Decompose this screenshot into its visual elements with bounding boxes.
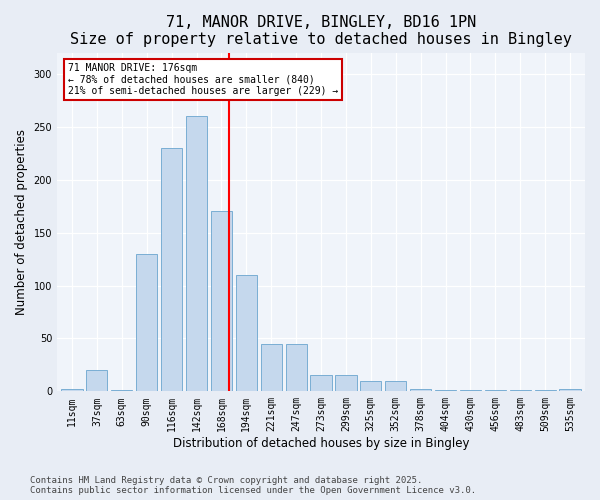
- Bar: [286, 344, 307, 392]
- Y-axis label: Number of detached properties: Number of detached properties: [15, 129, 28, 315]
- Bar: [260, 344, 282, 392]
- Text: 71 MANOR DRIVE: 176sqm
← 78% of detached houses are smaller (840)
21% of semi-de: 71 MANOR DRIVE: 176sqm ← 78% of detached…: [68, 63, 338, 96]
- Bar: [410, 389, 431, 392]
- Bar: [310, 376, 332, 392]
- Text: Contains HM Land Registry data © Crown copyright and database right 2025.
Contai: Contains HM Land Registry data © Crown c…: [30, 476, 476, 495]
- Bar: [236, 275, 257, 392]
- Bar: [360, 381, 382, 392]
- Bar: [385, 381, 406, 392]
- Bar: [559, 389, 581, 392]
- Bar: [211, 212, 232, 392]
- X-axis label: Distribution of detached houses by size in Bingley: Distribution of detached houses by size …: [173, 437, 469, 450]
- Bar: [335, 376, 356, 392]
- Bar: [435, 390, 456, 392]
- Bar: [61, 389, 83, 392]
- Bar: [485, 390, 506, 392]
- Bar: [86, 370, 107, 392]
- Bar: [509, 390, 531, 392]
- Bar: [161, 148, 182, 392]
- Bar: [111, 390, 133, 392]
- Bar: [136, 254, 157, 392]
- Bar: [535, 390, 556, 392]
- Bar: [460, 390, 481, 392]
- Bar: [186, 116, 207, 392]
- Title: 71, MANOR DRIVE, BINGLEY, BD16 1PN
Size of property relative to detached houses : 71, MANOR DRIVE, BINGLEY, BD16 1PN Size …: [70, 15, 572, 48]
